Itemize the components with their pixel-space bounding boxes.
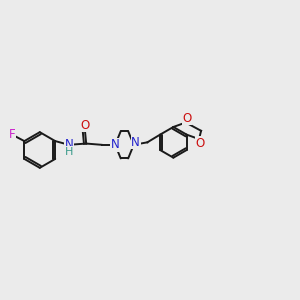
- Text: O: O: [182, 112, 192, 124]
- Text: O: O: [196, 137, 205, 150]
- Text: H: H: [65, 147, 74, 157]
- Text: N: N: [131, 136, 140, 149]
- Text: N: N: [111, 138, 119, 151]
- Text: F: F: [9, 128, 15, 141]
- Text: O: O: [80, 119, 90, 132]
- Text: N: N: [65, 138, 74, 151]
